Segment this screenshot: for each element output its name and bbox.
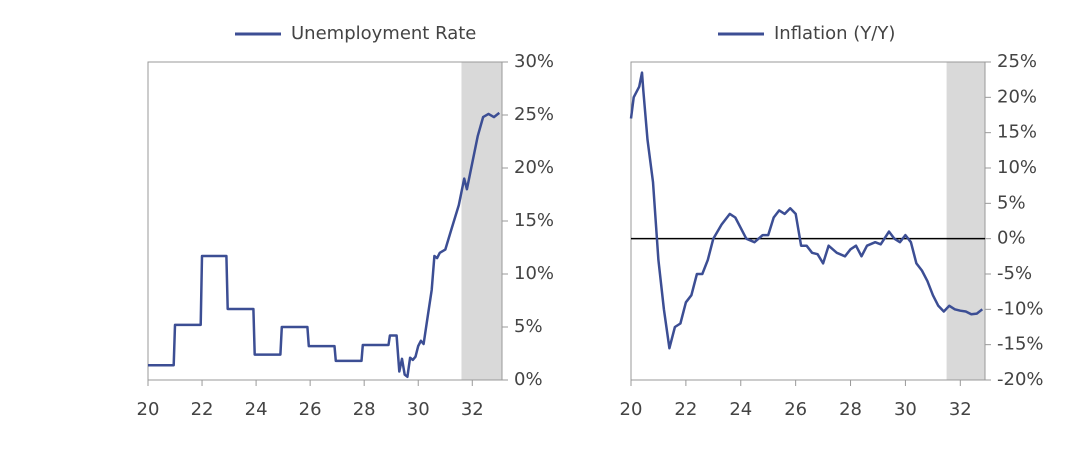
plot-frame	[630, 61, 986, 381]
forecast-shade	[946, 62, 985, 380]
y-tick-label: -15%	[997, 334, 1044, 355]
forecast-shade	[461, 62, 502, 380]
y-tick-label: -20%	[997, 369, 1044, 390]
y-tick-label: -10%	[997, 298, 1044, 319]
x-tick-label: 30	[894, 399, 917, 420]
y-tick-label: 20%	[514, 157, 554, 178]
x-tick-label: 30	[407, 399, 430, 420]
y-tick-label: 10%	[997, 157, 1037, 178]
y-tick-label: -5%	[997, 263, 1032, 284]
plot-frame	[147, 61, 503, 381]
y-tick-label: 25%	[514, 104, 554, 125]
y-tick-label: 15%	[997, 122, 1037, 143]
x-tick-label: 22	[191, 399, 214, 420]
x-tick-label: 28	[353, 399, 376, 420]
data-line	[148, 111, 501, 379]
y-tick-label: 20%	[997, 86, 1037, 107]
y-tick-label: 10%	[514, 263, 554, 284]
y-tick-label: 25%	[997, 51, 1037, 72]
y-tick-label: 5%	[997, 192, 1026, 213]
legend-label: Inflation (Y/Y)	[774, 23, 895, 44]
y-tick-label: 0%	[997, 228, 1026, 249]
x-tick-label: 24	[729, 399, 752, 420]
x-tick-label: 20	[620, 399, 643, 420]
data-line	[629, 71, 984, 350]
x-tick-label: 22	[674, 399, 697, 420]
legend-label: Unemployment Rate	[291, 23, 476, 44]
x-tick-label: 26	[784, 399, 807, 420]
x-tick-label: 32	[949, 399, 972, 420]
y-tick-label: 15%	[514, 210, 554, 231]
y-tick-label: 5%	[514, 316, 543, 337]
x-tick-label: 24	[245, 399, 268, 420]
y-tick-label: 30%	[514, 51, 554, 72]
x-tick-label: 32	[461, 399, 484, 420]
x-tick-label: 28	[839, 399, 862, 420]
y-tick-label: 0%	[514, 369, 543, 390]
x-tick-label: 26	[299, 399, 322, 420]
x-tick-label: 20	[137, 399, 160, 420]
